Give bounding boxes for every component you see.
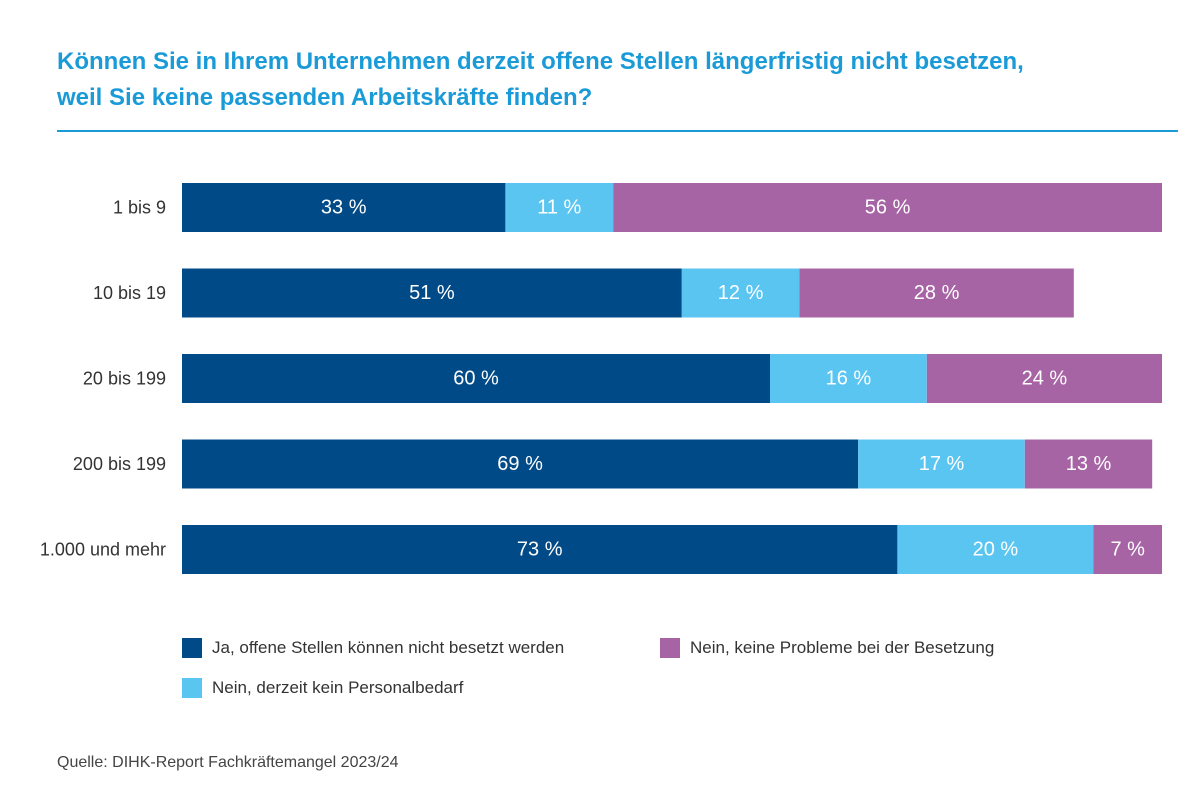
bar-segment-1-000-und-mehr-series-2 [1093, 525, 1162, 574]
category-label-1-bis-9: 1 bis 9 [113, 198, 166, 218]
bar-segment-200-bis-199-series-0 [182, 439, 859, 489]
data-label-1-bis-9-series-0: 33 % [321, 197, 367, 219]
chart-title: Können Sie in Ihrem Unternehmen derzeit … [57, 44, 1177, 116]
source-note: Quelle: DIHK-Report Fachkräftemangel 202… [57, 754, 399, 771]
data-label-20-bis-199-series-0: 60 % [453, 368, 499, 390]
data-label-20-bis-199-series-2: 24 % [1022, 368, 1068, 390]
title-line-2: weil Sie keine passenden Arbeitskräfte f… [57, 84, 593, 111]
data-label-10-bis-19-series-0: 51 % [409, 282, 455, 304]
legend-swatch-ja [182, 638, 202, 658]
bar-segment-20-bis-199-series-1 [770, 354, 927, 403]
legend-label-nein-probleme: Nein, keine Probleme bei der Besetzung [690, 638, 995, 657]
category-label-200-bis-199: 200 bis 199 [73, 454, 166, 474]
category-label-20-bis-199: 20 bis 199 [83, 369, 166, 389]
bar-segment-1-bis-9-series-1 [505, 183, 614, 232]
bar-segment-1-bis-9-series-2 [613, 183, 1162, 232]
data-label-20-bis-199-series-1: 16 % [826, 368, 872, 390]
legend-item-nein-probleme: Nein, keine Probleme bei der Besetzung [660, 638, 994, 658]
bar-segment-10-bis-19-series-1 [681, 268, 800, 318]
data-label-10-bis-19-series-1: 12 % [718, 282, 764, 304]
data-label-200-bis-199-series-1: 17 % [919, 453, 965, 475]
legend-label-ja: Ja, offene Stellen können nicht besetzt … [212, 638, 565, 657]
legend-item-nein-bedarf: Nein, derzeit kein Personalbedarf [182, 678, 463, 698]
bar-segment-1-000-und-mehr-series-1 [897, 525, 1094, 574]
data-label-1-bis-9-series-2: 56 % [865, 197, 911, 219]
data-label-200-bis-199-series-0: 69 % [497, 453, 543, 475]
legend-item-ja: Ja, offene Stellen können nicht besetzt … [182, 638, 564, 658]
bar-segment-1-000-und-mehr-series-0 [182, 525, 898, 574]
bar-segment-20-bis-199-series-2 [926, 354, 1162, 403]
bar-segment-20-bis-199-series-0 [182, 354, 770, 403]
bar-segment-200-bis-199-series-1 [858, 439, 1025, 489]
bar-segment-200-bis-199-series-2 [1024, 439, 1153, 489]
data-label-1-000-und-mehr-series-0: 73 % [517, 539, 563, 561]
category-label-1-000-und-mehr: 1.000 und mehr [40, 540, 166, 560]
bar-segment-1-bis-9-series-0 [182, 183, 506, 232]
title-line-1: Können Sie in Ihrem Unternehmen derzeit … [57, 48, 1024, 75]
stacked-bar-chart: 1 bis 9 33 % 11 % 56 % 10 bis 19 51 % 12 % 28 %… [40, 183, 1162, 574]
data-label-1-000-und-mehr-series-2: 7 % [1110, 539, 1145, 561]
legend-swatch-nein-bedarf [182, 678, 202, 698]
category-label-10-bis-19: 10 bis 19 [93, 283, 166, 303]
data-label-200-bis-199-series-2: 13 % [1066, 453, 1112, 475]
legend-label-nein-bedarf: Nein, derzeit kein Personalbedarf [212, 678, 464, 697]
bar-segment-10-bis-19-series-2 [799, 268, 1074, 318]
title-divider [57, 130, 1178, 132]
data-label-1-bis-9-series-1: 11 % [537, 197, 581, 219]
data-label-10-bis-19-series-2: 28 % [914, 282, 960, 304]
data-label-1-000-und-mehr-series-1: 20 % [973, 539, 1019, 561]
legend-swatch-nein-probleme [660, 638, 680, 658]
bar-segment-10-bis-19-series-0 [182, 268, 682, 318]
